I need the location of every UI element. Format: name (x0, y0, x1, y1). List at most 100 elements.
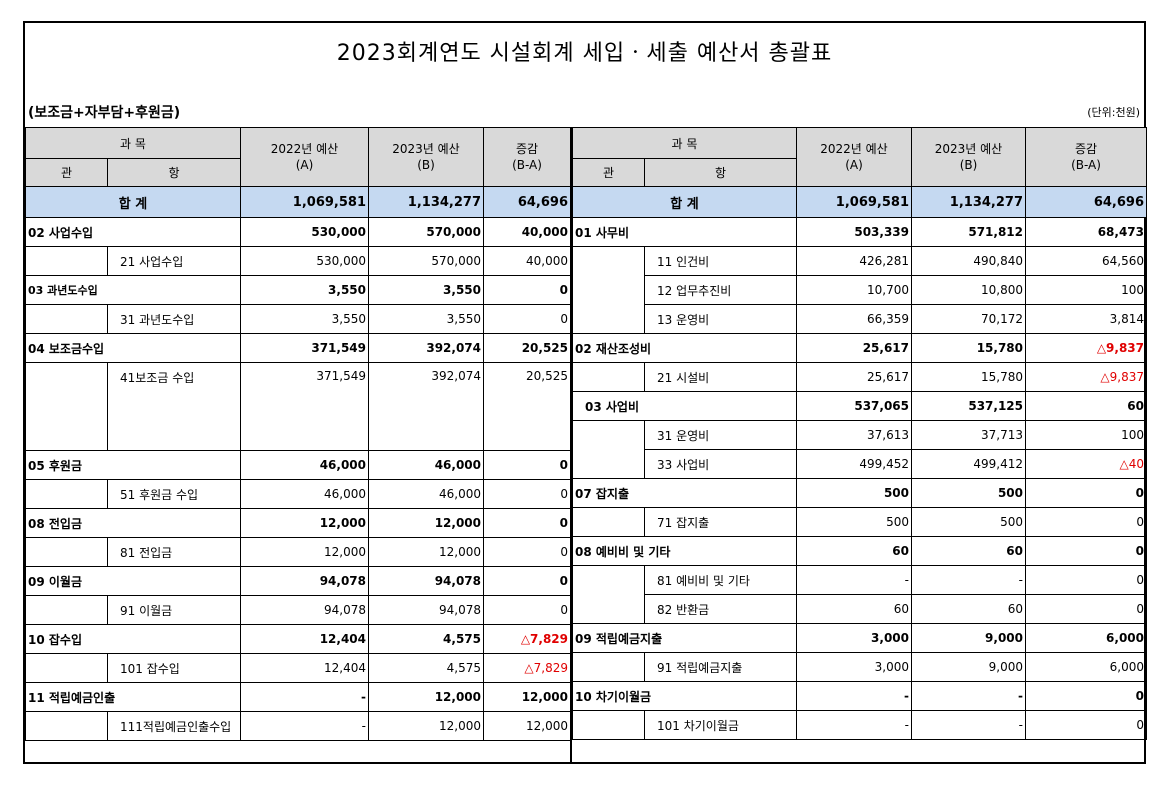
gwan-label: 08 전입금 (25, 508, 241, 538)
diff-header: 증감 (B-A) (1025, 127, 1147, 187)
gwan-label: 10 차기이월금 (572, 681, 797, 711)
diff-value: 0 (483, 508, 571, 538)
gwan-label: 03 사업비 (572, 391, 797, 421)
gwan-empty (25, 362, 108, 451)
gwan-row: 07 잡지출 500 500 0 (572, 478, 1147, 508)
prev-budget-header: 2022년 예산 (A) (240, 127, 369, 187)
prev-value: 426,281 (796, 246, 912, 276)
prev-value: 94,078 (240, 595, 369, 625)
curr-value: 60 (911, 594, 1026, 624)
curr-budget-header: 2023년 예산 (B) (368, 127, 484, 187)
curr-value: 12,000 (368, 711, 484, 741)
hang-row: 21 사업수입 530,000 570,000 40,000 (25, 246, 571, 276)
prev-value: - (796, 681, 912, 711)
hang-row: 33 사업비 499,452 499,412 △40 (573, 449, 1147, 479)
gwan-row: 02 재산조성비 25,617 15,780 △9,837 (572, 333, 1147, 363)
hang-row: 81 전입금 12,000 12,000 0 (25, 537, 571, 567)
hang-label: 81 예비비 및 기타 (644, 565, 797, 595)
total-curr: 1,134,277 (368, 186, 484, 218)
gwan-label: 08 예비비 및 기타 (572, 536, 797, 566)
prev-value: 12,000 (240, 508, 369, 538)
diff-value: 12,000 (483, 682, 571, 712)
prev-value: 46,000 (240, 450, 369, 480)
curr-value: 94,078 (368, 566, 484, 596)
prev-value: 500 (796, 507, 912, 537)
diff-value: 68,473 (1025, 217, 1147, 247)
hang-label: 21 시설비 (644, 362, 797, 392)
curr-value: 3,550 (368, 304, 484, 334)
gwan-row: 04 보조금수입 371,549 392,074 20,525 (25, 333, 571, 363)
gwan-row: 09 이월금 94,078 94,078 0 (25, 566, 571, 596)
diff-value: 0 (483, 304, 571, 334)
prev-value: 537,065 (796, 391, 912, 421)
gwan-empty (25, 246, 108, 276)
hang-label: 33 사업비 (644, 449, 797, 479)
prev-value: 503,339 (796, 217, 912, 247)
curr-value: 37,713 (911, 420, 1026, 450)
gwan-row: 03 사업비 537,065 537,125 60 (572, 391, 1147, 421)
diff-value: 20,525 (483, 362, 571, 451)
hang-label: 91 이월금 (107, 595, 241, 625)
hang-label: 81 전입금 (107, 537, 241, 567)
gwan-label: 09 이월금 (25, 566, 241, 596)
gwan-empty (572, 507, 645, 537)
prev-value: - (240, 682, 369, 712)
gwan-empty (572, 246, 645, 334)
curr-value: 500 (911, 507, 1026, 537)
hang-row: 31 과년도수입 3,550 3,550 0 (25, 304, 571, 334)
hang-label: 71 잡지출 (644, 507, 797, 537)
total-label: 합 계 (25, 186, 241, 218)
prev-value: 60 (796, 594, 912, 624)
diff-value: 0 (483, 566, 571, 596)
hang-label: 82 반환금 (644, 594, 797, 624)
prev-value: 25,617 (796, 362, 912, 392)
prev-value: 3,000 (796, 623, 912, 653)
prev-value: 37,613 (796, 420, 912, 450)
prev-value: 500 (796, 478, 912, 508)
hang-label: 31 과년도수입 (107, 304, 241, 334)
curr-value: 10,800 (911, 275, 1026, 305)
gwan-label: 02 사업수입 (25, 217, 241, 247)
prev-value: 10,700 (796, 275, 912, 305)
hang-row: 111적립예금인출수입 -12,000 12,000 (25, 711, 571, 741)
gwan-empty (572, 652, 645, 682)
hang-label: 31 운영비 (644, 420, 797, 450)
hang-label: 101 잡수입 (107, 653, 241, 683)
diff-value: △7,829 (483, 624, 571, 654)
hang-row: 11 인건비 426,281 490,840 64,560 (572, 246, 1147, 334)
curr-value: 12,000 (368, 537, 484, 567)
gwan-row: 11 적립예금인출 -12,000 12,000 (25, 682, 571, 712)
diff-value: 0 (1025, 478, 1147, 508)
prev-value: 530,000 (240, 246, 369, 276)
diff-value: △9,837 (1025, 362, 1147, 392)
unit-label: (단위:천원) (1087, 106, 1140, 119)
gwan-label: 04 보조금수입 (25, 333, 241, 363)
total-curr: 1,134,277 (911, 186, 1026, 218)
curr-value: 4,575 (368, 624, 484, 654)
curr-value: 570,000 (368, 217, 484, 247)
diff-value: 0 (1025, 681, 1147, 711)
curr-value: 12,000 (368, 682, 484, 712)
gwan-empty (25, 711, 108, 741)
hang-row: 51 후원금 수입 46,000 46,000 0 (25, 479, 571, 509)
diff-header: 증감 (B-A) (483, 127, 571, 187)
hang-row: 71 잡지출 500 500 0 (572, 507, 1147, 537)
hang-label: 111적립예금인출수입 (107, 711, 241, 741)
gwan-empty (572, 362, 645, 392)
document-title: 2023회계연도 시설회계 세입ㆍ세출 예산서 총괄표 (336, 41, 833, 66)
total-row: 합 계 1,069,581 1,134,277 64,696 (25, 186, 571, 218)
diff-value: 40,000 (483, 246, 571, 276)
diff-value: 64,560 (1025, 246, 1147, 276)
prev-value: 371,549 (240, 333, 369, 363)
prev-value: 12,404 (240, 624, 369, 654)
hang-label: 12 업무추진비 (644, 275, 797, 305)
prev-value: 3,550 (240, 275, 369, 305)
gwan-label: 07 잡지출 (572, 478, 797, 508)
budget-summary-sheet: 2023회계연도 시설회계 세입ㆍ세출 예산서 총괄표 (보조금+자부담+후원금… (23, 21, 1147, 764)
diff-value: 0 (483, 450, 571, 480)
curr-value: 60 (911, 536, 1026, 566)
center-divider (570, 127, 572, 764)
hang-row: 82 반환금 60 60 0 (573, 594, 1147, 624)
gwan-empty (25, 653, 108, 683)
gwan-label: 11 적립예금인출 (25, 682, 241, 712)
